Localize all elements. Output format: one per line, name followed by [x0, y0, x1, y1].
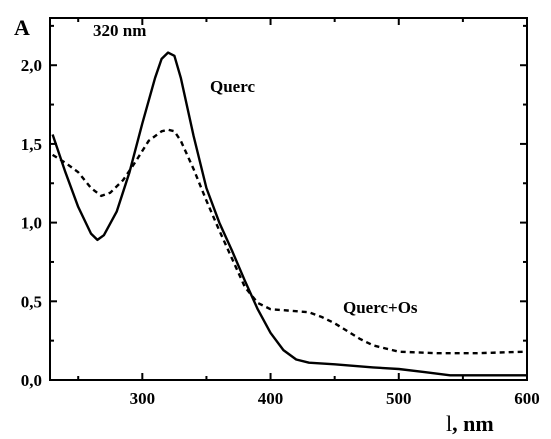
x-tick-label: 400 [258, 389, 284, 408]
y-tick-label: 0,0 [21, 371, 42, 390]
x-axis-label: l, nm [446, 411, 494, 436]
y-tick-label: 2,0 [21, 56, 42, 75]
plot-frame [49, 17, 528, 381]
series-lines [51, 51, 528, 377]
annotation-querc-os: Querc+Os [343, 298, 418, 317]
y-tick-label: 1,0 [21, 214, 42, 233]
x-tick-label: 600 [514, 389, 540, 408]
annotation-querc: Querc [210, 77, 255, 96]
annotation-peak-320nm: 320 nm [93, 21, 146, 40]
y-tick-label: 1,5 [21, 135, 42, 154]
x-tick-label: 300 [130, 389, 156, 408]
series-line-querc [51, 51, 527, 377]
x-axis-label-unit: , nm [452, 411, 494, 436]
x-axis-label-symbol: l [446, 411, 452, 436]
x-axis-ticks: 300 400 500 600 [77, 18, 540, 408]
y-axis-ticks: 0,0 0,5 1,0 1,5 2,0 [21, 24, 527, 390]
y-tick-label: 0,5 [21, 292, 42, 311]
y-axis-label: A [14, 15, 30, 40]
series-line-querc-os [51, 128, 528, 355]
x-tick-label: 500 [386, 389, 412, 408]
plot-border [49, 17, 528, 381]
